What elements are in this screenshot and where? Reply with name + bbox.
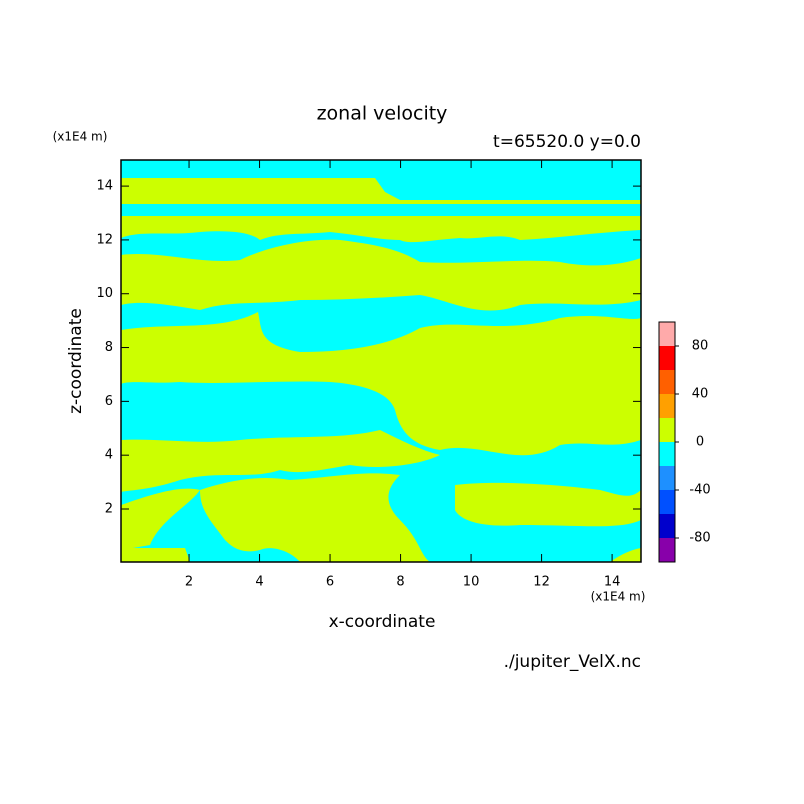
colorbar-segment [659,442,675,466]
y-tick-label: 10 [96,286,113,301]
colorbar-tick-label: 80 [692,339,709,354]
plot-frame [120,159,642,563]
colorbar-segment [659,394,675,418]
chart-subtitle: t=65520.0 y=0.0 [493,132,641,152]
colorbar-segment [659,514,675,538]
colorbar-tick-label: -80 [689,531,710,546]
y-unit: (x1E4 m) [53,130,108,144]
contour-region [121,430,440,492]
contour-region [455,482,641,527]
source-label: ./jupiter_VelX.nc [504,652,641,672]
contour-region [610,548,641,562]
y-tick-label: 2 [105,501,113,516]
y-tick-label: 8 [105,340,113,355]
y-tick-label: 12 [96,232,113,247]
contour-region [121,239,641,311]
contour-region [121,178,641,204]
contour-region [121,312,641,456]
y-axis-label: z-coordinate [66,308,86,414]
colorbar-tick-label: 40 [692,387,709,402]
colorbar-segment [659,322,675,346]
colorbar-segment [659,418,675,442]
contour-region [121,216,641,243]
colorbar-tick-label: 0 [696,435,704,450]
colorbar-segment [659,490,675,514]
x-tick-label: 10 [463,575,480,590]
x-tick-label: 4 [255,575,263,590]
x-tick-label: 12 [533,575,550,590]
contour-field [121,160,641,562]
colorbar-segment [659,538,675,562]
x-tick-label: 6 [326,575,334,590]
x-tick-label: 8 [396,575,404,590]
chart-title: zonal velocity [317,103,448,125]
contour-region [121,488,200,550]
y-tick-label: 6 [105,394,113,409]
x-tick-label: 2 [185,575,193,590]
x-tick-label: 14 [604,575,621,590]
colorbar-tick-label: -40 [689,483,710,498]
contour-region [200,473,430,562]
colorbar-segment [659,370,675,394]
x-axis-label: x-coordinate [329,612,436,632]
contour-region [121,548,190,562]
y-tick-label: 4 [105,448,113,463]
y-tick-label: 14 [96,179,113,194]
x-unit: (x1E4 m) [591,590,646,604]
colorbar-segment [659,466,675,490]
colorbar-segment [659,346,675,370]
